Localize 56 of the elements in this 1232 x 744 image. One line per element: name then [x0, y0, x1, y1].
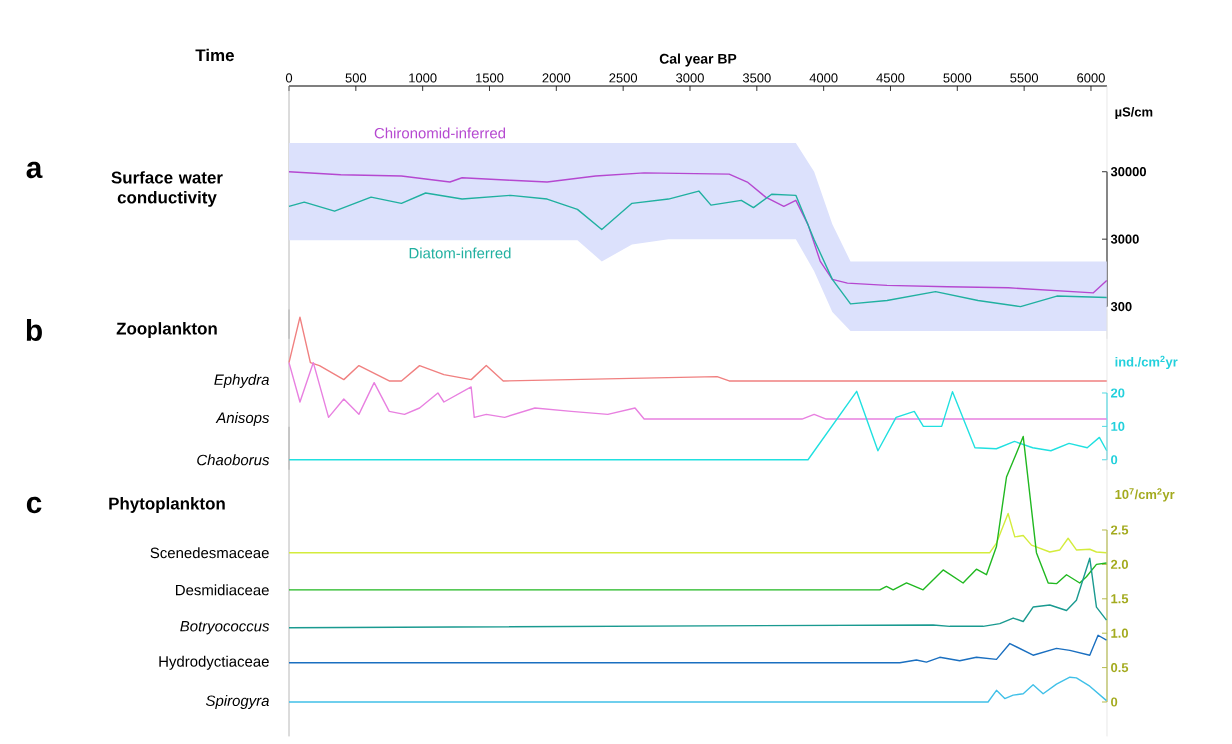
y-tick-label: 0 — [1111, 697, 1118, 707]
series-label: Ephydra — [214, 374, 269, 388]
y-tick-label: 20 — [1110, 388, 1125, 398]
x-tick-label: 5000 — [943, 73, 972, 83]
text: c — [26, 496, 42, 514]
x-axis-title: Cal year BP — [659, 53, 737, 67]
line-series — [288, 390, 1108, 461]
y-tick-label: 0.5 — [1111, 663, 1129, 673]
y-tick-label: 30000 — [1110, 167, 1147, 177]
y-axis-title: 10$^{7}$/cm$^{2}$yr — [1115, 488, 1175, 502]
x-tick-label: 3500 — [742, 73, 771, 83]
text: b — [26, 319, 42, 341]
line-series — [288, 634, 1108, 664]
line-series — [288, 512, 1108, 554]
x-tick-label: 4000 — [809, 73, 838, 83]
text: a — [26, 161, 43, 179]
x-tick-label: 1000 — [409, 73, 437, 83]
series-label: Botryococcus — [180, 621, 270, 635]
y-axis-title: ind./cm$^{2}$yr — [1115, 355, 1178, 370]
text: Phytoplankton — [109, 497, 225, 513]
y-tick-label: 1.0 — [1111, 628, 1128, 638]
text: Anisops — [215, 412, 270, 426]
series-label: Scenedesmaceae — [150, 547, 269, 559]
x-tick-label: 3000 — [676, 73, 704, 83]
text: Diatom-inferred — [409, 247, 511, 259]
line-series — [288, 435, 1108, 591]
line-series — [288, 171, 1108, 294]
x-tick-label: 6000 — [1077, 73, 1105, 83]
y-tick-label: 1.5 — [1111, 594, 1129, 604]
text: Time — [195, 48, 234, 62]
x-tick-label: 2000 — [542, 73, 571, 83]
x-tick-label: 500 — [345, 73, 367, 83]
y-tick-label: 0 — [1111, 455, 1118, 465]
text: Surface water conductivity — [111, 171, 223, 207]
x-tick-label: 1500 — [476, 73, 504, 83]
y-tick-label: 300 — [1110, 302, 1132, 312]
y-tick-label: 2.5 — [1110, 525, 1129, 535]
text: Chironomid-inferred — [374, 127, 506, 139]
x-tick-label: 2500 — [609, 73, 638, 83]
line-series — [288, 361, 1108, 420]
series-label: Chaoborus — [197, 454, 270, 466]
text: Zooplankton — [116, 322, 217, 338]
y-tick-label: 3000 — [1110, 234, 1139, 244]
x-tick-label: 4500 — [876, 73, 905, 83]
line-series — [288, 557, 1108, 629]
line-series — [288, 316, 1108, 382]
series-label: Spirogyra — [205, 695, 269, 709]
line-series — [288, 190, 1108, 308]
y-axis-title: µS/cm — [1115, 106, 1153, 120]
series-label: Desmidiaceae — [176, 584, 269, 596]
series-label: Hydrodyctiaceae — [159, 655, 269, 670]
y-tick-label: 2.0 — [1110, 559, 1128, 569]
x-tick-label: 0 — [285, 73, 293, 83]
line-series — [288, 676, 1108, 703]
x-tick-label: 5500 — [1010, 73, 1039, 83]
y-tick-label: 10 — [1111, 421, 1125, 431]
